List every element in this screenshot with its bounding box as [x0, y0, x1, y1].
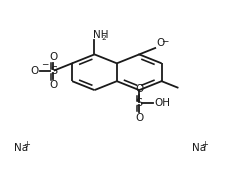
Text: −: − [41, 59, 49, 68]
Text: O: O [135, 84, 143, 94]
Text: OH: OH [154, 98, 170, 108]
Text: Na: Na [14, 143, 28, 153]
Text: O: O [30, 66, 38, 76]
Text: +: + [23, 140, 30, 149]
Text: S: S [50, 66, 57, 76]
Text: −: − [161, 36, 168, 45]
Text: O: O [49, 52, 58, 62]
Text: 2: 2 [101, 35, 106, 41]
Text: O: O [135, 113, 143, 123]
Text: NH: NH [93, 30, 109, 40]
Text: O: O [156, 38, 165, 48]
Text: Na: Na [192, 143, 206, 153]
Text: O: O [49, 80, 58, 90]
Text: +: + [201, 140, 208, 149]
Text: S: S [136, 98, 143, 108]
